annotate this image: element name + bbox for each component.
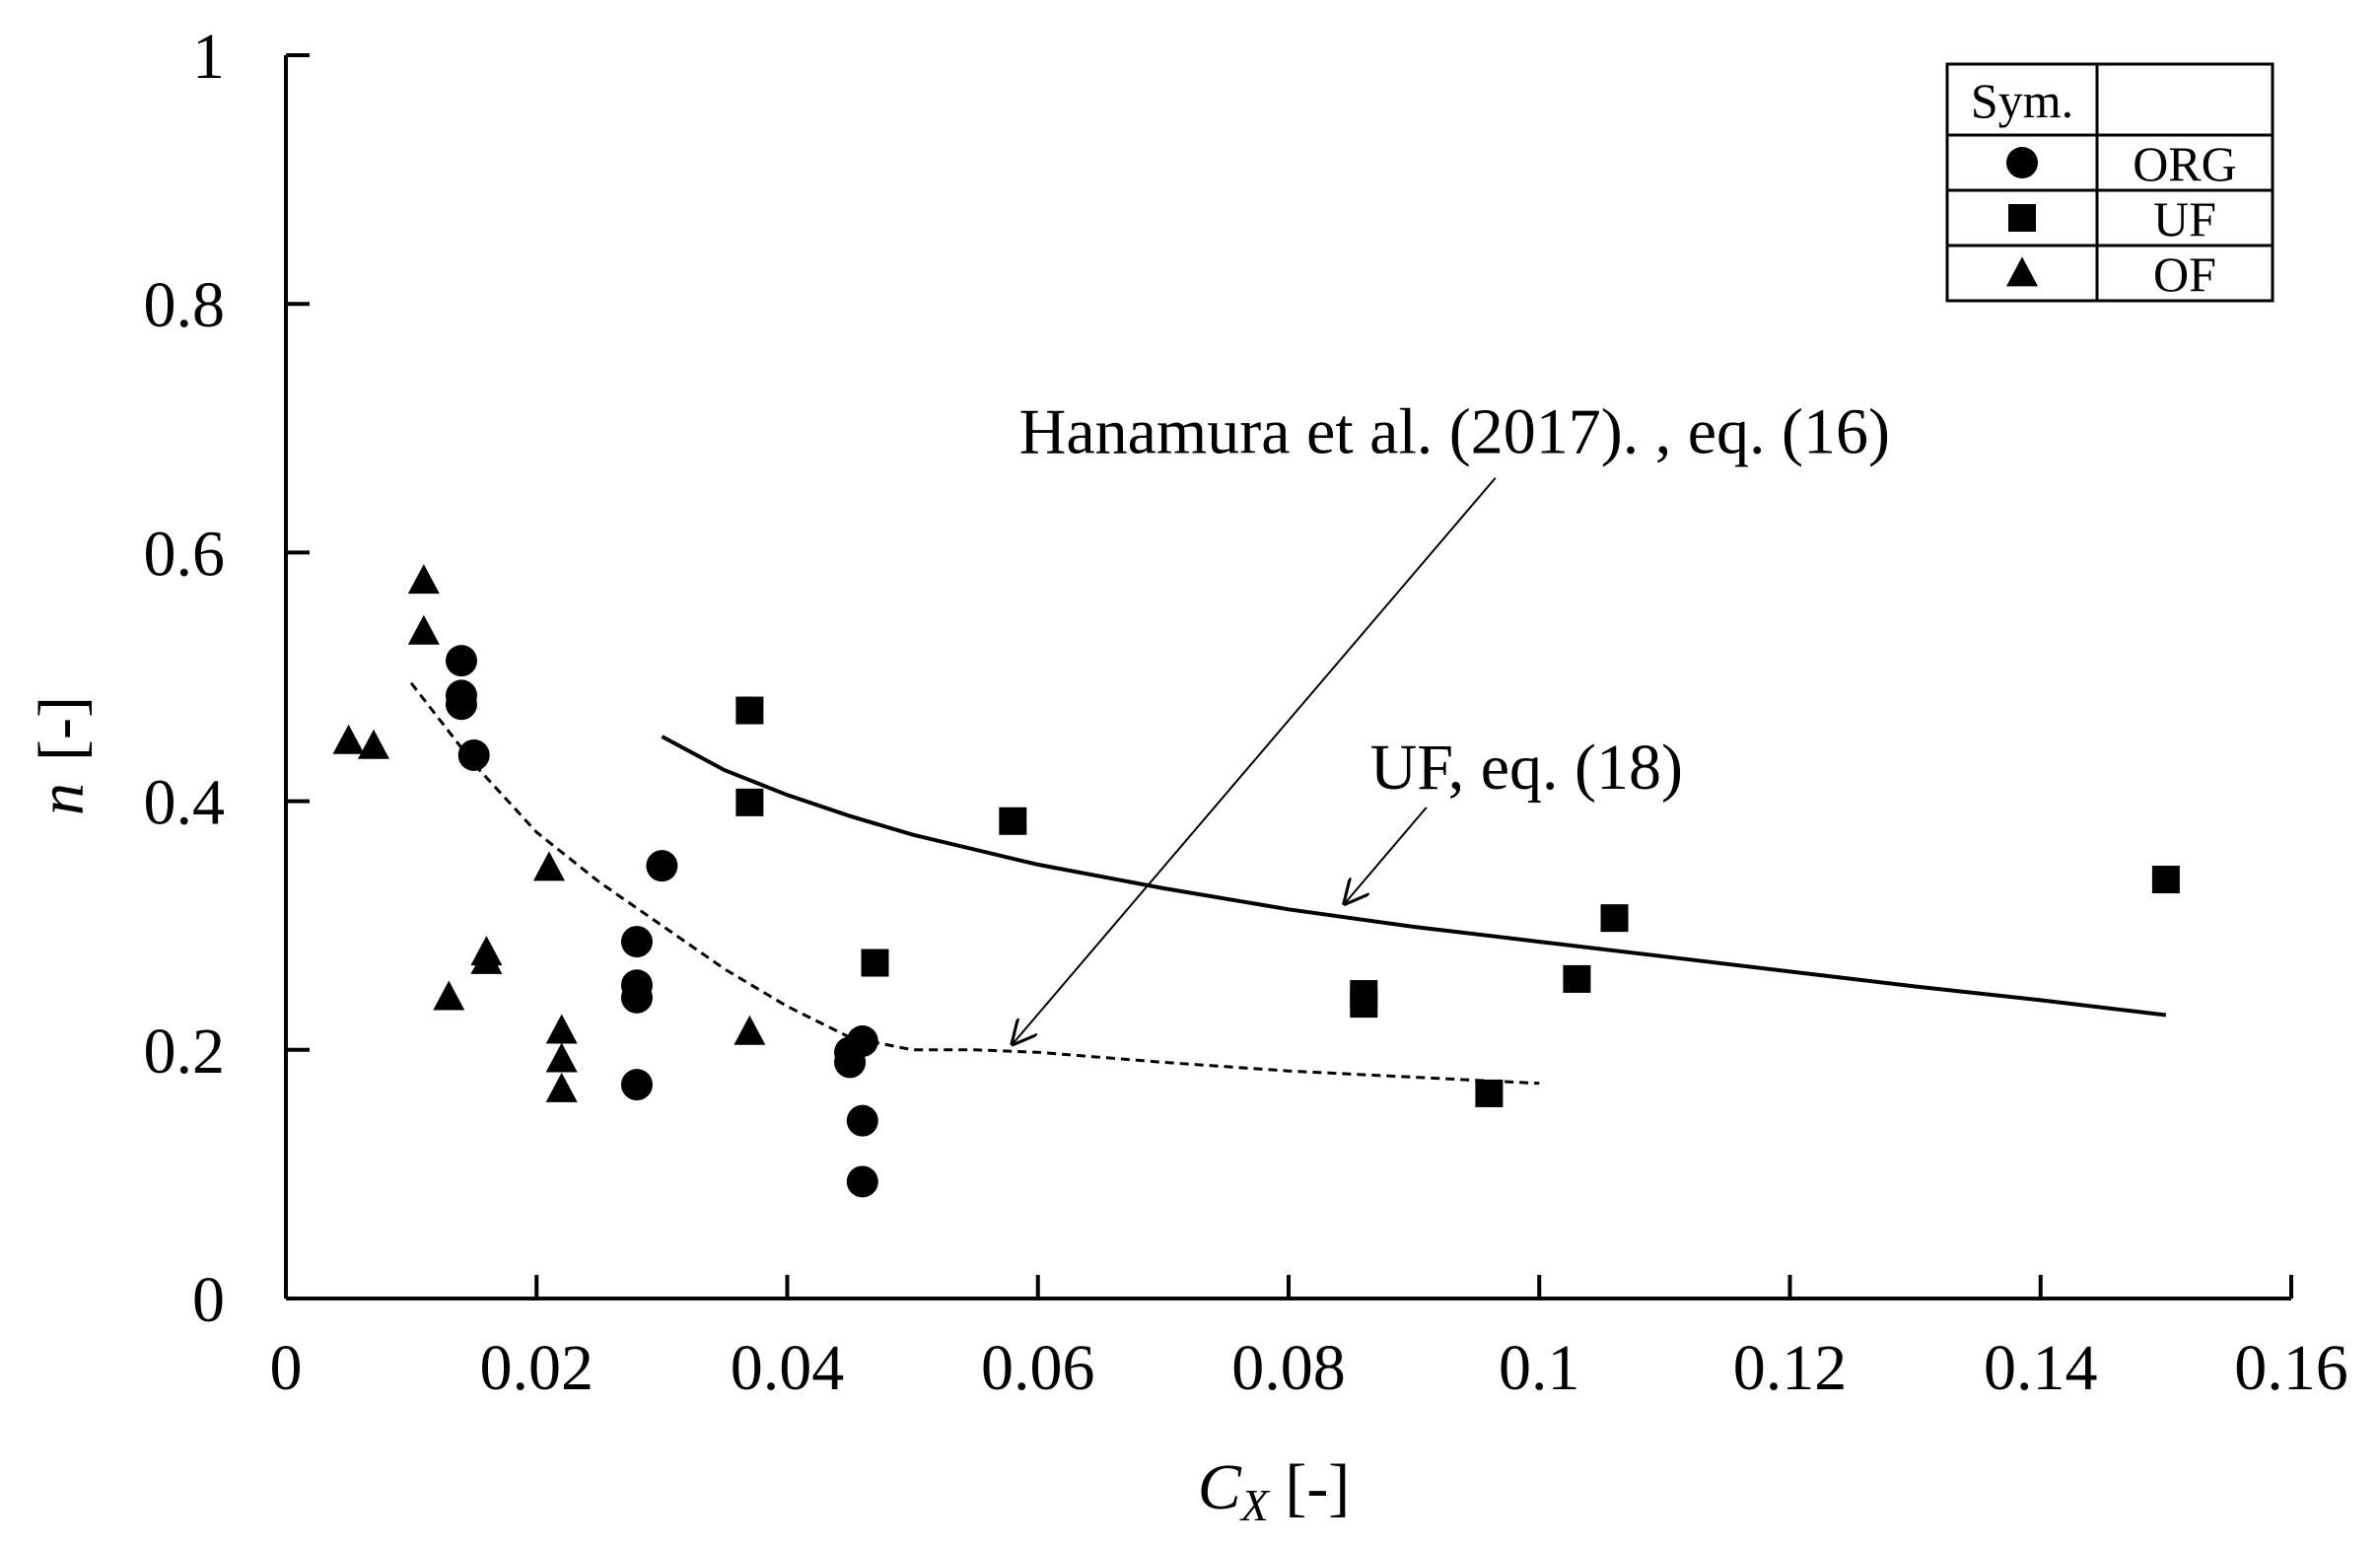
legend-box xyxy=(1945,62,2275,303)
axis-labels: n [-] CX [-] xyxy=(26,696,1350,1530)
x-axis-symbol: C xyxy=(1198,1451,1242,1523)
of-point xyxy=(357,729,389,759)
org-point xyxy=(445,645,477,677)
uf-point xyxy=(1600,904,1629,933)
legend-org-marker xyxy=(2006,147,2038,178)
legend-uf-marker xyxy=(2008,204,2036,232)
y-tick-label: 0.4 xyxy=(144,767,226,839)
x-tick-label: 0.16 xyxy=(2234,1332,2348,1404)
legend-org-label: ORG xyxy=(2133,136,2237,191)
x-axis-title: CX [-] xyxy=(1198,1451,1351,1530)
uf-point xyxy=(1563,964,1591,993)
of-point xyxy=(407,614,440,645)
uf-point xyxy=(735,696,764,725)
points-layer xyxy=(332,564,2180,1198)
legend-of-label: OF xyxy=(2153,246,2216,302)
y-axis-symbol: n xyxy=(26,783,98,815)
uf-point xyxy=(2151,866,2180,894)
legend-uf-label: UF xyxy=(2153,191,2216,246)
of-point xyxy=(433,980,465,1011)
x-tick-label: 0.06 xyxy=(981,1332,1095,1404)
y-axis-unit: [-] xyxy=(26,696,98,761)
x-tick-label: 0.08 xyxy=(1231,1332,1346,1404)
y-tick-label: 0.2 xyxy=(144,1016,226,1088)
of-point xyxy=(545,1042,578,1073)
of-point xyxy=(545,1014,578,1044)
uf-annotation-arrow xyxy=(1345,807,1428,903)
y-tick-label: 1 xyxy=(192,21,225,93)
of-point xyxy=(734,1015,766,1045)
of-point xyxy=(532,851,565,881)
of-point xyxy=(407,564,440,595)
y-axis-title: n [-] xyxy=(26,696,98,815)
org-point xyxy=(620,926,653,958)
org-point xyxy=(846,1165,878,1198)
x-tick-label: 0.14 xyxy=(1984,1332,2098,1404)
x-tick-label: 0.12 xyxy=(1733,1332,1848,1404)
y-tick-label: 0 xyxy=(192,1264,225,1336)
uf-point xyxy=(861,949,889,977)
annotations-layer: Hanamura et al. (2017). , eq. (16) UF, eq… xyxy=(1013,396,1890,1044)
org-point xyxy=(445,688,477,721)
uf-curve xyxy=(661,735,2167,1018)
curves-layer xyxy=(409,681,2167,1086)
org-point xyxy=(846,1104,878,1137)
y-tick-label: 0.8 xyxy=(144,269,226,341)
legend-header-sym: Sym. xyxy=(1971,73,2073,128)
x-axis-subscript: X xyxy=(1239,1480,1271,1530)
of-point xyxy=(545,1072,578,1102)
hanamura-annotation-label: Hanamura et al. (2017). , eq. (16) xyxy=(1019,396,1890,468)
x-axis-unit: [-] xyxy=(1269,1451,1350,1523)
axes-layer: 0 0.2 0.4 0.6 0.8 1 0 0.02 0.04 0.06 0.08 0.1 0.12 0.… xyxy=(144,21,2348,1404)
x-tick-label: 0.1 xyxy=(1499,1332,1580,1404)
org-point xyxy=(457,738,490,771)
org-point xyxy=(620,981,653,1014)
legend-of-marker xyxy=(2006,256,2038,287)
uf-point xyxy=(735,788,764,816)
uf-annotation-label: UF, eq. (18) xyxy=(1370,732,1683,804)
y-tick-label: 0.6 xyxy=(144,518,226,590)
uf-point xyxy=(1475,1079,1504,1107)
hanamura-annotation-arrow xyxy=(1013,477,1497,1044)
uf-point xyxy=(1350,990,1378,1019)
x-tick-label: 0 xyxy=(270,1332,303,1404)
of-point xyxy=(470,944,503,974)
org-point xyxy=(834,1046,867,1079)
of-point xyxy=(332,724,365,754)
org-point xyxy=(620,1069,653,1101)
org-point xyxy=(646,850,678,882)
x-tick-label: 0.02 xyxy=(480,1332,595,1404)
x-tick-label: 0.04 xyxy=(731,1332,845,1404)
uf-point xyxy=(999,807,1027,835)
